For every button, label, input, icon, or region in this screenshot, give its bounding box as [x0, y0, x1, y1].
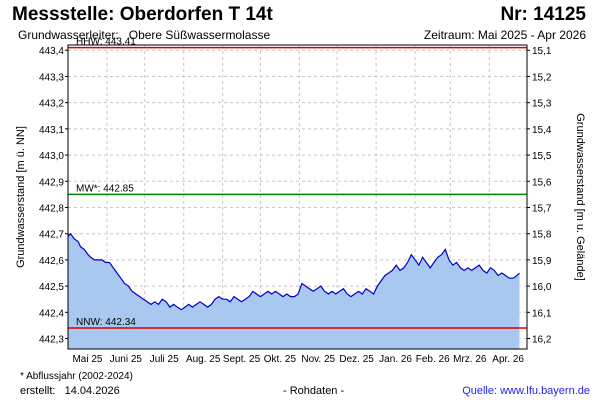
y-tick-label: 442,7	[39, 230, 64, 241]
x-tick-label: Mrz. 26	[453, 354, 487, 365]
x-tick-label: Juni 25	[110, 354, 143, 365]
aquifer-info: Grundwasserleiter: Obere Süßwassermolass…	[18, 28, 270, 42]
y-tick-label: 442,8	[39, 203, 64, 214]
data-line	[67, 232, 520, 311]
aquifer-label: Grundwasserleiter:	[18, 28, 119, 42]
y-tick-label-right: 15,6	[532, 177, 552, 188]
x-tick-label: Mai 25	[72, 354, 102, 365]
created-info: erstellt: 14.04.2026	[20, 385, 120, 397]
x-tick-label: Juli 25	[150, 354, 179, 365]
reference-label: MW*: 442.85	[76, 183, 134, 194]
y-tick-label-right: 15,4	[532, 125, 552, 136]
raw-data-note: - Rohdaten -	[283, 385, 345, 397]
x-tick-label: Okt. 25	[264, 354, 297, 365]
y-tick-label: 443,2	[39, 99, 64, 110]
footnote: * Abflussjahr (2002-2024)	[20, 371, 133, 382]
station-number: Nr: 14125	[500, 4, 586, 25]
y-tick-label-right: 15,2	[532, 72, 552, 83]
reference-label: HHW: 443.41	[76, 37, 136, 48]
x-tick-label: Aug. 25	[186, 354, 221, 365]
x-tick-label: Feb. 26	[416, 354, 450, 365]
period-label: Zeitraum: Mai 2025 - Apr 2026	[423, 28, 586, 42]
x-tick-label: Dez. 25	[339, 354, 374, 365]
y-tick-label: 442,4	[39, 308, 64, 319]
x-tick-label: Apr. 26	[492, 354, 524, 365]
source-url[interactable]: www.lfu.bayern.de	[500, 385, 590, 397]
y-axis-title-right: Grundwasserstand [m u. Gelände]	[574, 113, 586, 281]
source-link[interactable]: Quelle: www.lfu.bayern.de	[462, 385, 590, 397]
source-label: Quelle:	[462, 385, 498, 397]
created-date: 14.04.2026	[64, 385, 120, 397]
y-tick-label: 442,5	[39, 282, 64, 293]
reference-label: NNW: 442.34	[76, 317, 136, 328]
y-tick-label-right: 15,1	[532, 46, 552, 57]
x-tick-label: Jan. 26	[379, 354, 412, 365]
y-tick-label-right: 16,0	[532, 282, 552, 293]
y-tick-label-right: 16,2	[532, 335, 552, 346]
aquifer-value: Obere Süßwassermolasse	[128, 28, 271, 42]
page-title: Messstelle: Oberdorfen T 14t	[12, 4, 273, 25]
x-tick-label: Nov. 25	[301, 354, 335, 365]
plot-frame	[67, 44, 528, 350]
x-tick-label: Sept. 25	[223, 354, 261, 365]
y-tick-label: 442,6	[39, 256, 64, 267]
y-tick-label: 443,1	[39, 125, 64, 136]
y-tick-label: 442,3	[39, 335, 64, 346]
data-area	[68, 233, 520, 349]
y-tick-label-right: 15,3	[532, 99, 552, 110]
y-tick-label-right: 15,9	[532, 256, 552, 267]
y-tick-label-right: 15,5	[532, 151, 552, 162]
y-tick-label: 443,0	[39, 151, 64, 162]
created-label: erstellt:	[20, 385, 56, 397]
y-tick-label-right: 15,8	[532, 230, 552, 241]
y-tick-label: 443,4	[39, 46, 64, 57]
y-axis-title: Grundwasserstand [m ü. NN]	[15, 126, 27, 268]
y-tick-label-right: 16,1	[532, 308, 552, 319]
y-tick-label: 442,9	[39, 177, 64, 188]
y-tick-label-right: 15,7	[532, 203, 552, 214]
y-tick-label: 443,3	[39, 72, 64, 83]
